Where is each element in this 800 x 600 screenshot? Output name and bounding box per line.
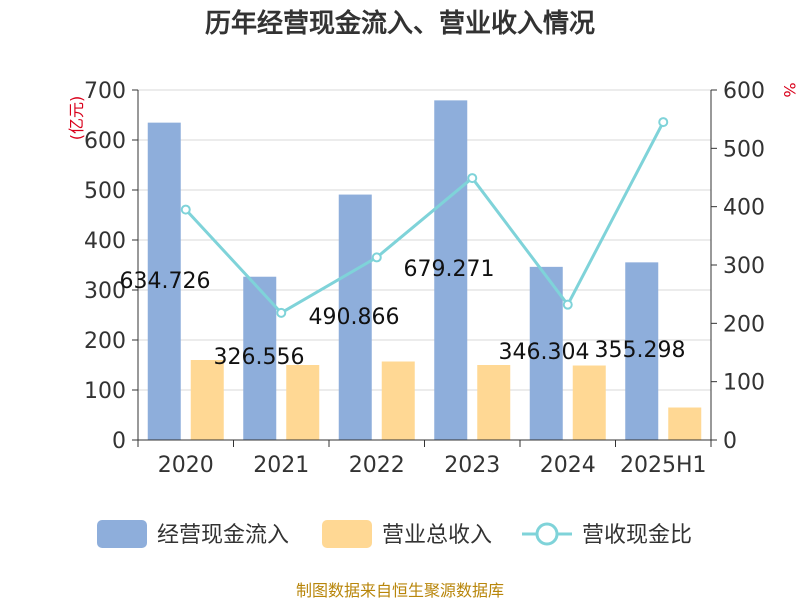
x-tick-label: 2024 bbox=[540, 453, 596, 478]
ratio-point bbox=[180, 204, 191, 215]
ratio-point bbox=[276, 307, 287, 318]
right-tick-label: 500 bbox=[723, 137, 765, 162]
left-tick-label: 300 bbox=[84, 279, 126, 304]
bars bbox=[147, 100, 702, 441]
legend-swatch-revenue bbox=[322, 520, 372, 548]
revenue-bar bbox=[477, 365, 511, 440]
x-tick-label: 2025H1 bbox=[620, 453, 707, 478]
cash-inflow-bar bbox=[147, 122, 181, 441]
legend-swatch-cash-inflow bbox=[97, 520, 147, 548]
ratio-point bbox=[562, 299, 573, 310]
left-tick-label: 700 bbox=[84, 79, 126, 104]
x-tick-label: 2023 bbox=[444, 453, 500, 478]
left-tick-label: 200 bbox=[84, 329, 126, 354]
ratio-point bbox=[658, 117, 669, 128]
legend-label-ratio: 营收现金比 bbox=[582, 523, 692, 548]
data-label: 634.726 bbox=[120, 269, 211, 294]
legend-swatch-ratio-marker bbox=[535, 522, 559, 546]
data-label: 490.866 bbox=[309, 305, 400, 330]
data-label: 326.556 bbox=[214, 345, 305, 370]
legend-label-cash-inflow: 经营现金流入 bbox=[157, 523, 289, 548]
left-tick-label: 500 bbox=[84, 179, 126, 204]
left-axis-unit: (亿元) bbox=[67, 96, 86, 141]
axes: 0 100 200 300 400 500 600 700 0 100 200 300 400 500 60… bbox=[84, 79, 765, 478]
revenue-bar bbox=[668, 407, 702, 440]
revenue-bar bbox=[190, 360, 224, 440]
ratio-line-path bbox=[184, 121, 665, 315]
source-note: 制图数据来自恒生聚源数据库 bbox=[296, 581, 504, 600]
revenue-bar bbox=[286, 365, 320, 440]
cash-inflow-bar bbox=[529, 266, 563, 440]
gridlines bbox=[138, 89, 711, 391]
left-tick-label: 400 bbox=[84, 229, 126, 254]
cash-inflow-bar bbox=[625, 262, 659, 440]
right-tick-label: 600 bbox=[723, 79, 765, 104]
x-tick-label: 2022 bbox=[349, 453, 405, 478]
right-tick-label: 300 bbox=[723, 254, 765, 279]
right-tick-label: 200 bbox=[723, 312, 765, 337]
revenue-bar bbox=[572, 365, 606, 440]
data-label: 346.304 bbox=[499, 340, 590, 365]
right-tick-label: 0 bbox=[723, 429, 737, 454]
cash-inflow-bar bbox=[434, 100, 468, 440]
ratio-line bbox=[180, 117, 669, 318]
legend-label-revenue: 营业总收入 bbox=[382, 523, 492, 548]
data-label: 679.271 bbox=[404, 257, 495, 282]
left-tick-label: 100 bbox=[84, 379, 126, 404]
left-tick-label: 0 bbox=[112, 429, 126, 454]
revenue-bar bbox=[381, 361, 415, 440]
left-tick-label: 600 bbox=[84, 129, 126, 154]
right-tick-label: 100 bbox=[723, 371, 765, 396]
right-axis-unit: % bbox=[780, 82, 799, 97]
right-tick-label: 400 bbox=[723, 196, 765, 221]
data-label: 355.298 bbox=[595, 338, 686, 363]
x-tick-label: 2020 bbox=[158, 453, 214, 478]
cash-inflow-bar bbox=[243, 276, 277, 440]
ratio-point bbox=[467, 173, 478, 184]
legend: 经营现金流入 营业总收入 营收现金比 bbox=[97, 520, 692, 548]
chart-title: 历年经营现金流入、营业收入情况 bbox=[205, 8, 595, 39]
x-tick-label: 2021 bbox=[253, 453, 309, 478]
cash-inflow-bar bbox=[338, 194, 372, 440]
ratio-point bbox=[371, 252, 382, 263]
